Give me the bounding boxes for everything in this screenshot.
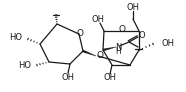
Polygon shape: [83, 50, 96, 56]
Text: N: N: [115, 43, 121, 52]
Text: HO: HO: [9, 33, 22, 43]
Text: O: O: [118, 25, 126, 34]
Text: OH: OH: [62, 72, 75, 82]
Text: OH: OH: [126, 2, 140, 12]
Text: OH: OH: [161, 38, 174, 47]
Text: O: O: [139, 31, 145, 40]
Text: H: H: [115, 47, 121, 56]
Text: OH: OH: [92, 15, 105, 23]
Text: O: O: [76, 29, 84, 38]
Polygon shape: [103, 47, 116, 51]
Text: HO: HO: [18, 61, 31, 70]
Text: OH: OH: [103, 74, 116, 83]
Text: O: O: [97, 51, 103, 60]
